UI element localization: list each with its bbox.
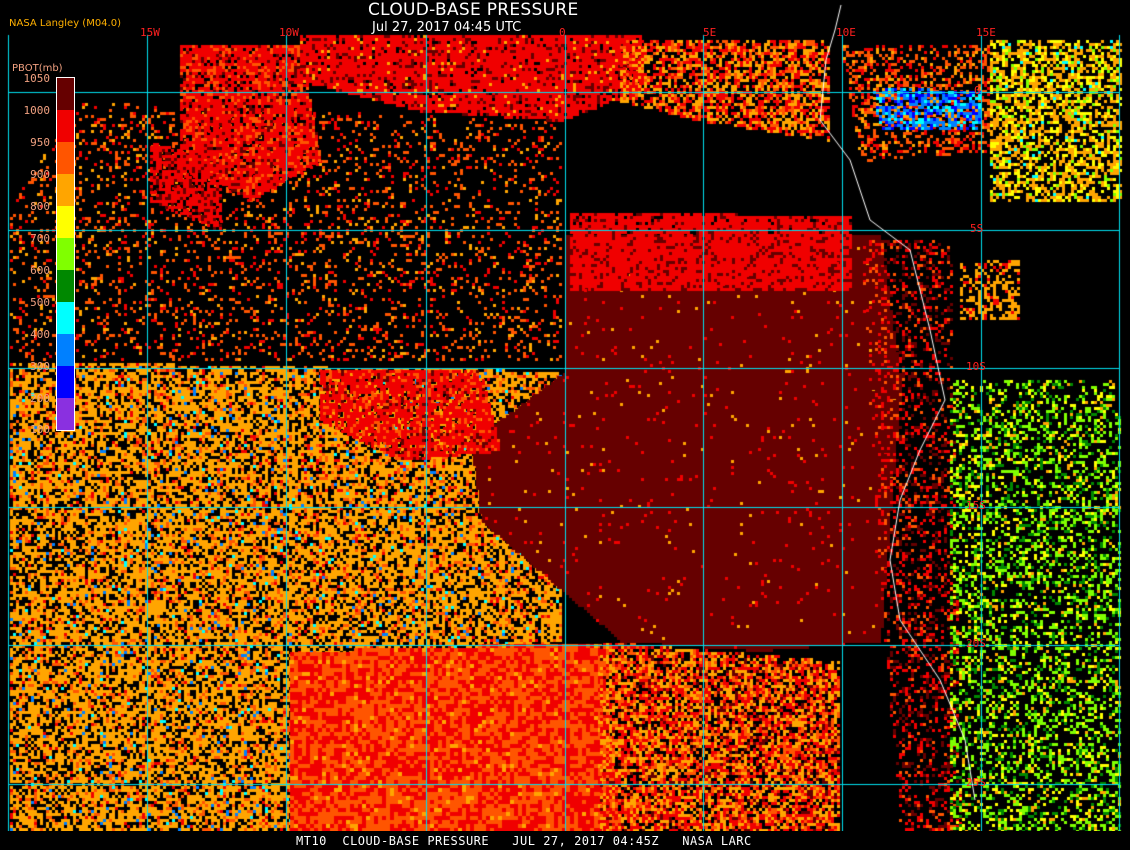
lon-label-0: 0 [559,26,566,39]
legend-tick-label: 300 [30,360,50,373]
legend-swatch [57,302,74,334]
legend-tick-label: 1000 [23,104,51,117]
lon-label-15w: 15W [140,26,160,39]
legend-tick-label: 900 [30,168,50,181]
map-timestamp: Jul 27, 2017 04:45 UTC [372,20,522,35]
lon-label-10w: 10W [279,26,299,39]
legend-tick-label: 600 [30,264,50,277]
legend-title: PBOT(mb) [12,63,63,74]
legend-swatch [57,206,74,238]
legend-swatch [57,366,74,398]
source-label: NASA Langley (M04.0) [9,18,121,29]
lon-label-15e: 15E [976,26,996,39]
legend-tick-label: 700 [30,232,50,245]
lat-label-5s: 5S [970,222,984,235]
legend-colorbar [56,77,75,431]
legend-tick-label: 800 [30,200,50,213]
lat-label-15s: 15S [966,499,986,512]
lat-label-10s: 10S [966,360,986,373]
legend-swatch [57,174,74,206]
legend-swatch [57,238,74,270]
legend-tick-label: 950 [30,136,50,149]
legend-tick-label: 400 [30,328,50,341]
legend-tick-label: 500 [30,296,50,309]
lon-label-5e: 5E [703,26,717,39]
legend-swatch [57,270,74,302]
lat-label-0: 0 [974,84,981,97]
lon-label-10e: 10E [836,26,856,39]
legend-tick-label: 200 [30,392,50,405]
legend-swatch [57,142,74,174]
legend-swatch [57,334,74,366]
lat-label-25s: 25S [966,776,986,789]
footer-bar: MT10 CLOUD-BASE PRESSURE JUL 27, 2017 04… [0,831,1130,850]
legend-tick-label: 1050 [23,72,51,85]
legend-tick-label: 100 [30,423,50,436]
lat-label-20s: 20S [966,637,986,650]
footer-text: MT10 CLOUD-BASE PRESSURE JUL 27, 2017 04… [296,834,752,848]
legend-swatch [57,110,74,142]
legend-swatch [57,398,74,430]
legend-swatch [57,78,74,110]
map-title: CLOUD-BASE PRESSURE [368,0,579,20]
